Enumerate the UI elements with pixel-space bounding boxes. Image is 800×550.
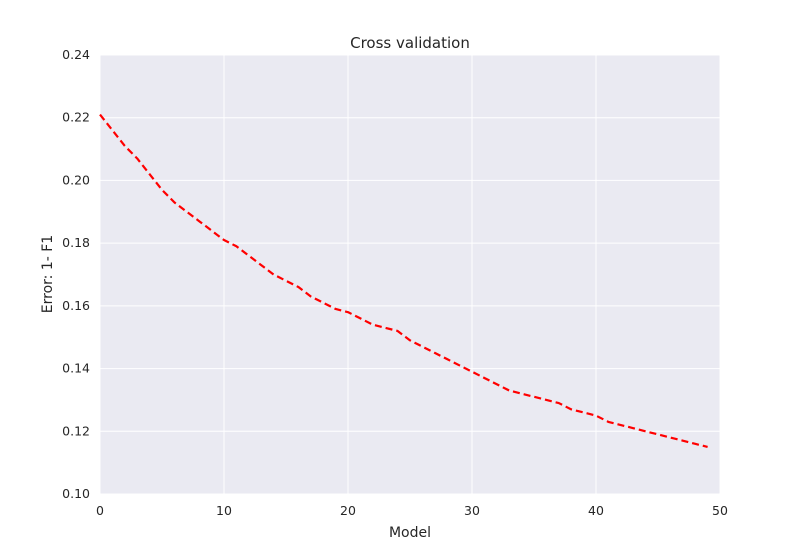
y-tick-label: 0.14 — [62, 361, 90, 376]
x-tick-label: 10 — [216, 503, 232, 518]
series-line — [99, 113, 708, 449]
y-tick-label: 0.16 — [62, 298, 90, 313]
y-tick-labels: 0.10 0.12 0.14 0.16 0.18 0.20 0.22 0.24 — [62, 47, 90, 501]
x-tick-label: 50 — [712, 503, 728, 518]
series-layer — [99, 113, 708, 449]
x-tick-label: 40 — [588, 503, 604, 518]
x-tick-label: 20 — [340, 503, 356, 518]
grid-lines — [99, 54, 721, 495]
plot-area — [100, 55, 720, 494]
y-tick-label: 0.20 — [62, 172, 90, 187]
y-axis-label: Error: 1- F1 — [40, 235, 56, 313]
x-axis-label: Model — [389, 525, 431, 541]
x-tick-label: 30 — [464, 503, 480, 518]
y-tick-label: 0.12 — [62, 423, 90, 438]
y-tick-label: 0.10 — [62, 486, 90, 501]
chart-title: Cross validation — [350, 34, 470, 52]
y-tick-label: 0.24 — [62, 47, 90, 62]
y-tick-label: 0.22 — [62, 110, 90, 125]
x-tick-label: 0 — [96, 503, 104, 518]
y-tick-label: 0.18 — [62, 235, 90, 250]
x-tick-labels: 0 10 20 30 40 50 — [96, 503, 728, 518]
